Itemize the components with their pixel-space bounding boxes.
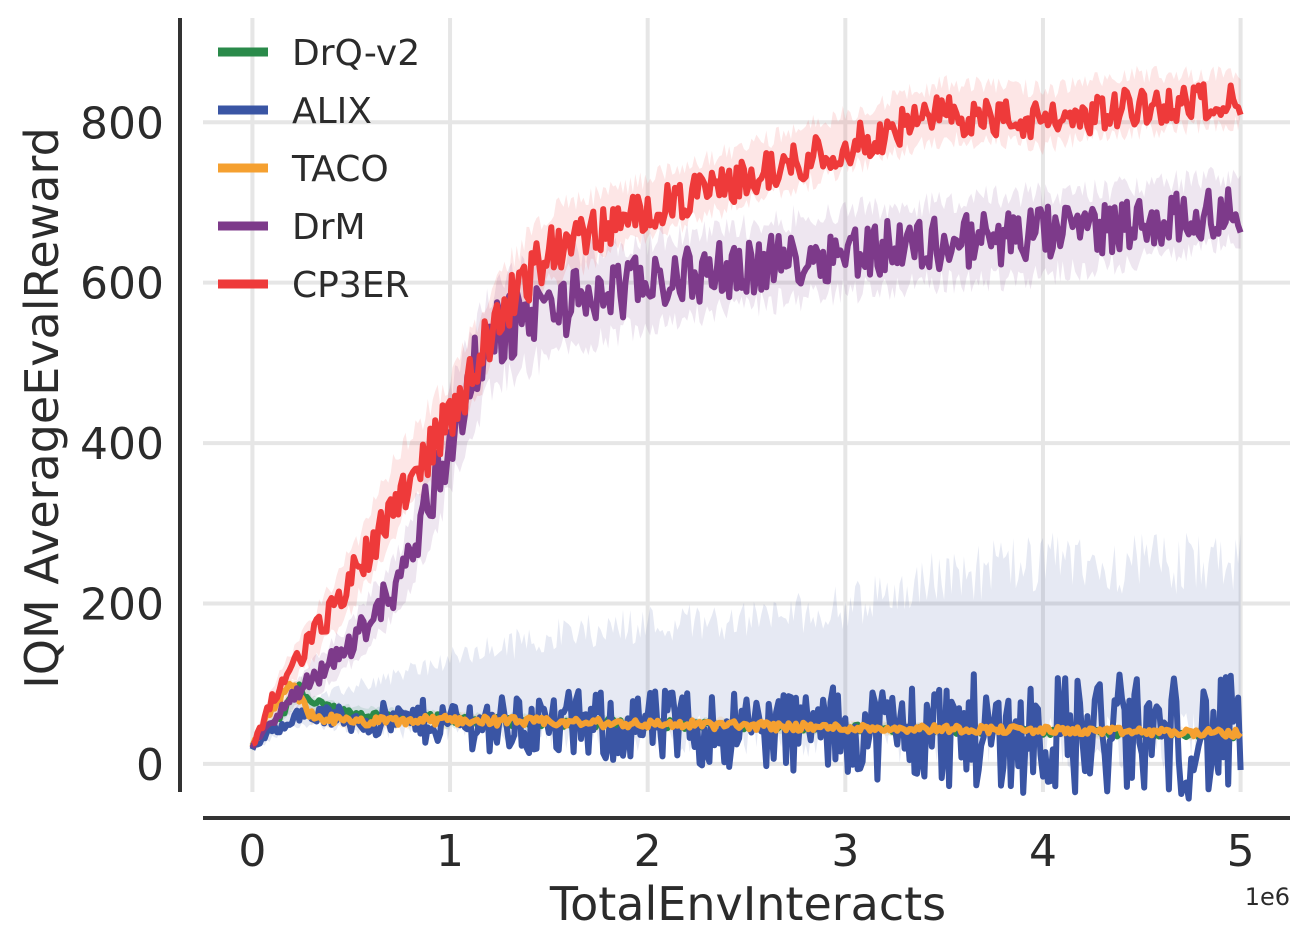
x-tick-label: 5 xyxy=(1227,826,1255,877)
series-line-alix xyxy=(249,671,1244,802)
series-line-taco xyxy=(249,680,1243,748)
x-tick-label: 4 xyxy=(1029,826,1057,877)
series-line-cp3er xyxy=(251,81,1244,747)
grid-lines xyxy=(203,18,1290,792)
series-line-drm xyxy=(249,186,1244,749)
x-axis-title: TotalEnvInteracts xyxy=(549,877,946,931)
x-tick-label: 2 xyxy=(634,826,662,877)
x-tick-label: 1 xyxy=(436,826,464,877)
legend-label: CP3ER xyxy=(292,265,410,306)
legend-label: TACO xyxy=(291,149,389,190)
y-axis-title: IQM AverageEvalReward xyxy=(15,127,69,689)
legend-label: DrQ-v2 xyxy=(292,33,420,74)
x-tick-label: 3 xyxy=(831,826,859,877)
x-tick-label: 0 xyxy=(238,826,266,877)
series-lines xyxy=(249,81,1244,802)
y-tick-label: 200 xyxy=(80,580,164,631)
y-tick-labels: 0 200 400 600 800 xyxy=(80,98,164,791)
legend-label: DrM xyxy=(292,207,366,248)
legend: DrQ-v2 ALIX TACO DrM CP3ER xyxy=(218,33,420,306)
legend-label: ALIX xyxy=(292,91,372,132)
y-tick-label: 400 xyxy=(80,419,164,470)
y-tick-label: 600 xyxy=(80,259,164,310)
y-tick-label: 800 xyxy=(80,98,164,149)
x-scale-label: 1e6 xyxy=(1245,883,1290,911)
y-tick-label: 0 xyxy=(136,740,164,791)
x-tick-labels: 0 1 2 3 4 5 xyxy=(238,826,1254,877)
